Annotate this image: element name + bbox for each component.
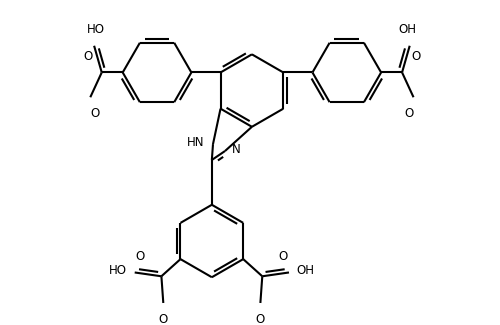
Text: N: N — [232, 143, 241, 156]
Text: O: O — [256, 313, 265, 325]
Text: HN: HN — [187, 136, 204, 149]
Text: OH: OH — [296, 264, 314, 277]
Text: O: O — [158, 313, 168, 325]
Text: O: O — [83, 50, 92, 63]
Text: O: O — [136, 250, 145, 263]
Text: O: O — [404, 107, 413, 120]
Text: HO: HO — [109, 264, 127, 277]
Text: O: O — [278, 250, 288, 263]
Text: O: O — [412, 50, 421, 63]
Text: OH: OH — [399, 23, 417, 36]
Text: HO: HO — [87, 23, 105, 36]
Text: O: O — [90, 107, 100, 120]
